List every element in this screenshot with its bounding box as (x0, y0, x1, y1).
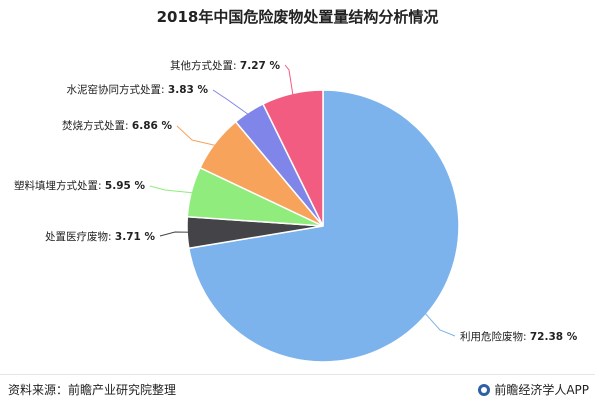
pie-slice (187, 89, 460, 363)
slice-label: 处置医疗废物: 3.71 % (45, 230, 155, 243)
leader-line (284, 64, 295, 100)
brand: 前瞻经济学人APP (478, 381, 589, 398)
footer-divider (0, 374, 595, 375)
pie-slices (186, 89, 460, 363)
slice-label: 焚烧方式处置: 6.86 % (62, 119, 172, 132)
brand-logo-icon (478, 383, 491, 396)
leader-line (176, 125, 221, 147)
slice-labels: 利用危险废物: 72.38 % 处置医疗废物: 3.71 % 塑料填埋方式处置: 5… (14, 59, 578, 343)
pie-chart: 利用危险废物: 72.38 % 处置医疗废物: 3.71 % 塑料填埋方式处置: 5… (14, 59, 578, 363)
slice-label: 其他方式处置: 7.27 % (170, 59, 280, 72)
leader-line (149, 185, 198, 194)
chart-title: 2018年中国危险废物处置量结构分析情况 (156, 8, 439, 26)
leader-line (212, 89, 253, 118)
leader-line (159, 231, 194, 237)
slice-label: 水泥窑协同方式处置: 3.83 % (67, 83, 209, 96)
leader-lines (149, 64, 456, 337)
source-note: 资料来源：前瞻产业研究院整理 (8, 383, 177, 397)
leader-line (421, 309, 456, 337)
brand-name: 前瞻经济学人APP (494, 383, 589, 397)
slice-label: 塑料填埋方式处置: 5.95 % (14, 179, 145, 192)
slice-label: 利用危险废物: 72.38 % (460, 330, 578, 343)
